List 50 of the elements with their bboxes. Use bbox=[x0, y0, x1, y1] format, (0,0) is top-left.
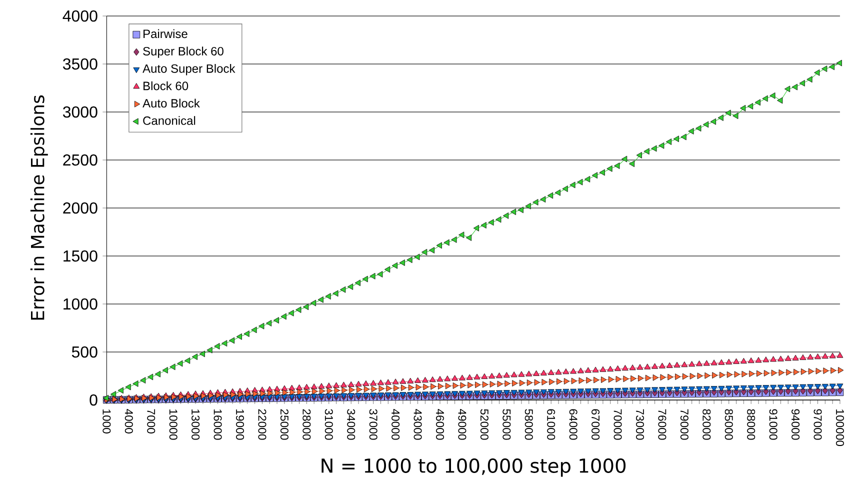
x-tick-label: 67000 bbox=[592, 409, 600, 440]
x-tick-label: 34000 bbox=[347, 409, 356, 440]
y-tick-label: 3000 bbox=[62, 106, 98, 118]
legend-label: Super Block 60 bbox=[143, 46, 224, 58]
y-tick-label: 2500 bbox=[63, 154, 98, 166]
x-tick-label: 10000 bbox=[169, 410, 178, 440]
legend-label: Block 60 bbox=[144, 81, 188, 90]
legend-label: Pairwise bbox=[144, 29, 188, 38]
x-tick-label: 22000 bbox=[258, 409, 266, 440]
x-tick-label: 13000 bbox=[192, 410, 200, 440]
x-tick-label: 37000 bbox=[369, 409, 378, 440]
x-tick-label: 46000 bbox=[436, 408, 444, 440]
x-tick-label: 76000 bbox=[658, 409, 666, 440]
y-tick-label: 2000 bbox=[63, 202, 98, 214]
x-tick-label: 100000 bbox=[836, 410, 844, 446]
x-tick-label: 25000 bbox=[280, 409, 288, 440]
x-tick-label: 31000 bbox=[324, 409, 333, 440]
x-tick-label: 73000 bbox=[636, 409, 644, 440]
x-tick-label: 94000 bbox=[792, 409, 800, 440]
y-tick-label: 4000 bbox=[62, 10, 98, 22]
x-tick-label: 64000 bbox=[569, 409, 578, 440]
x-tick-label: 82000 bbox=[702, 409, 711, 440]
x-tick-label: 79000 bbox=[680, 409, 688, 440]
x-tick-label: 58000 bbox=[524, 409, 533, 440]
y-tick-label: 3500 bbox=[62, 58, 98, 70]
x-tick-label: 49000 bbox=[458, 408, 466, 440]
x-tick-label: 7000 bbox=[147, 409, 156, 434]
x-tick-label: 97000 bbox=[814, 409, 822, 440]
x-tick-label: 19000 bbox=[236, 410, 244, 440]
x-tick-label: 28000 bbox=[302, 409, 311, 440]
x-tick-label: 40000 bbox=[392, 408, 400, 440]
y-tick-label: 0 bbox=[90, 394, 98, 406]
x-tick-label: 91000 bbox=[769, 409, 778, 440]
x-tick-label: 16000 bbox=[214, 410, 222, 440]
x-tick-label: 43000 bbox=[414, 408, 422, 440]
y-tick-label: 1500 bbox=[64, 250, 98, 262]
legend-label: Auto Block bbox=[142, 98, 200, 108]
x-tick-label: 61000 bbox=[547, 409, 556, 440]
y-tick-label: 1000 bbox=[64, 298, 98, 310]
x-tick-label: 85000 bbox=[724, 409, 733, 440]
y-tick-label: 500 bbox=[72, 346, 98, 358]
y-axis-title: Error in Machine Epsilons bbox=[30, 95, 48, 320]
legend-label: Auto Super Block bbox=[142, 64, 236, 76]
legend-label: Canonical bbox=[143, 116, 196, 125]
x-tick-label: 4000 bbox=[124, 408, 133, 434]
x-tick-label: 70000 bbox=[614, 409, 622, 440]
x-tick-label: 52000 bbox=[480, 409, 488, 440]
x-tick-label: 88000 bbox=[747, 409, 756, 440]
x-axis-title: N = 1000 to 100,000 step 1000 bbox=[322, 458, 626, 477]
x-tick-label: 55000 bbox=[502, 409, 511, 440]
